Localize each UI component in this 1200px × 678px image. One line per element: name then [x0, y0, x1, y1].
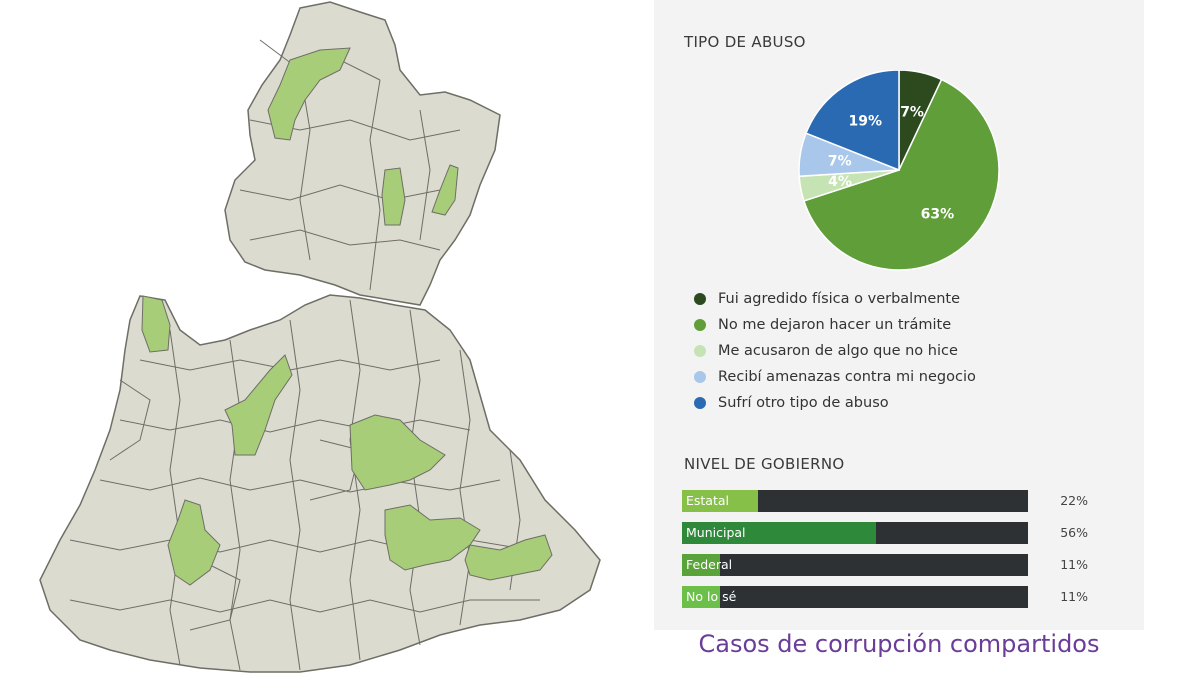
pie-slice-label-3: 7% — [828, 154, 852, 170]
pie-slice-label-2: 4% — [828, 174, 852, 190]
bar-value-label-3: 11% — [1060, 589, 1088, 604]
municipality-map — [39, 1, 601, 673]
bar-fill-3 — [682, 586, 721, 608]
legend-label-1: No me dejaron hacer un trámite — [718, 317, 952, 333]
legend-label-3: Recibí amenazas contra mi negocio — [718, 369, 976, 385]
bars-section-title: NIVEL DE GOBIERNO — [684, 455, 845, 473]
pie-slice-1 — [802, 78, 1000, 271]
legend-item-2: Me acusaron de algo que no hice — [694, 338, 976, 364]
legend-swatch-0 — [694, 293, 706, 305]
legend-label-2: Me acusaron de algo que no hice — [718, 343, 958, 359]
bar-category-label-1: Municipal — [686, 525, 746, 540]
bar-category-label-3: No lo sé — [686, 589, 737, 604]
bar-row-1: Municipal 56% — [682, 522, 1088, 544]
legend-swatch-4 — [694, 397, 706, 409]
bar-track-2: Federal — [682, 554, 1028, 576]
pie-slice-label-1: 63% — [921, 207, 955, 223]
bar-value-label-1: 56% — [1060, 525, 1088, 540]
map-highlights — [141, 47, 553, 586]
map-borders — [69, 39, 540, 671]
bar-track-3: No lo sé — [682, 586, 1028, 608]
bar-value-label-2: 11% — [1060, 557, 1088, 572]
bar-value-label-0: 22% — [1060, 493, 1088, 508]
legend-swatch-1 — [694, 319, 706, 331]
map-region-south — [39, 294, 601, 673]
bar-category-label-2: Federal — [686, 557, 733, 572]
legend-label-4: Sufrí otro tipo de abuso — [718, 395, 889, 411]
bar-row-2: Federal 11% — [682, 554, 1088, 576]
legend-swatch-2 — [694, 345, 706, 357]
legend-item-3: Recibí amenazas contra mi negocio — [694, 364, 976, 390]
footer-title: Casos de corrupción compartidos — [698, 630, 1100, 658]
map-region-north — [224, 1, 501, 306]
bar-row-3: No lo sé 11% — [682, 586, 1088, 608]
bar-row-0: Estatal 22% — [682, 490, 1088, 512]
bar-fill-1 — [682, 522, 876, 544]
pie-chart: 7% 63% 4% 7% 19% — [798, 70, 1000, 271]
pie-legend: Fui agredido física o verbalmente No me d… — [694, 286, 976, 416]
pie-slice-4 — [805, 70, 900, 172]
bar-fill-0 — [682, 490, 759, 512]
pie-slice-label-0: 7% — [900, 104, 924, 120]
bar-category-label-0: Estatal — [686, 493, 730, 508]
info-panel: TIPO DE ABUSO 7% 63% 4% 7% 19% Fui agredido … — [654, 0, 1144, 630]
pie-slice-label-4: 19% — [849, 113, 883, 129]
bar-fill-2 — [682, 554, 721, 576]
map-svg — [39, 1, 601, 673]
pie-section-title: TIPO DE ABUSO — [684, 33, 806, 51]
legend-swatch-3 — [694, 371, 706, 383]
bar-track-0: Estatal — [682, 490, 1028, 512]
bar-track-1: Municipal — [682, 522, 1028, 544]
legend-item-1: No me dejaron hacer un trámite — [694, 312, 976, 338]
legend-label-0: Fui agredido física o verbalmente — [718, 291, 961, 307]
legend-item-0: Fui agredido física o verbalmente — [694, 286, 976, 312]
legend-item-4: Sufrí otro tipo de abuso — [694, 390, 976, 416]
